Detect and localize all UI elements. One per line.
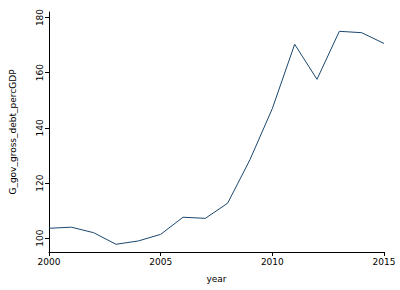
svg-text:140: 140 [35, 119, 45, 136]
svg-text:2015: 2015 [373, 257, 396, 267]
svg-text:G_gov_gross_debt_percGDP: G_gov_gross_debt_percGDP [8, 69, 18, 195]
svg-text:2005: 2005 [149, 257, 172, 267]
svg-text:year: year [206, 274, 226, 284]
svg-text:160: 160 [35, 64, 45, 81]
svg-text:180: 180 [35, 9, 45, 26]
svg-text:2010: 2010 [261, 257, 284, 267]
svg-text:100: 100 [35, 229, 45, 246]
svg-text:2000: 2000 [38, 257, 61, 267]
svg-text:120: 120 [35, 174, 45, 191]
